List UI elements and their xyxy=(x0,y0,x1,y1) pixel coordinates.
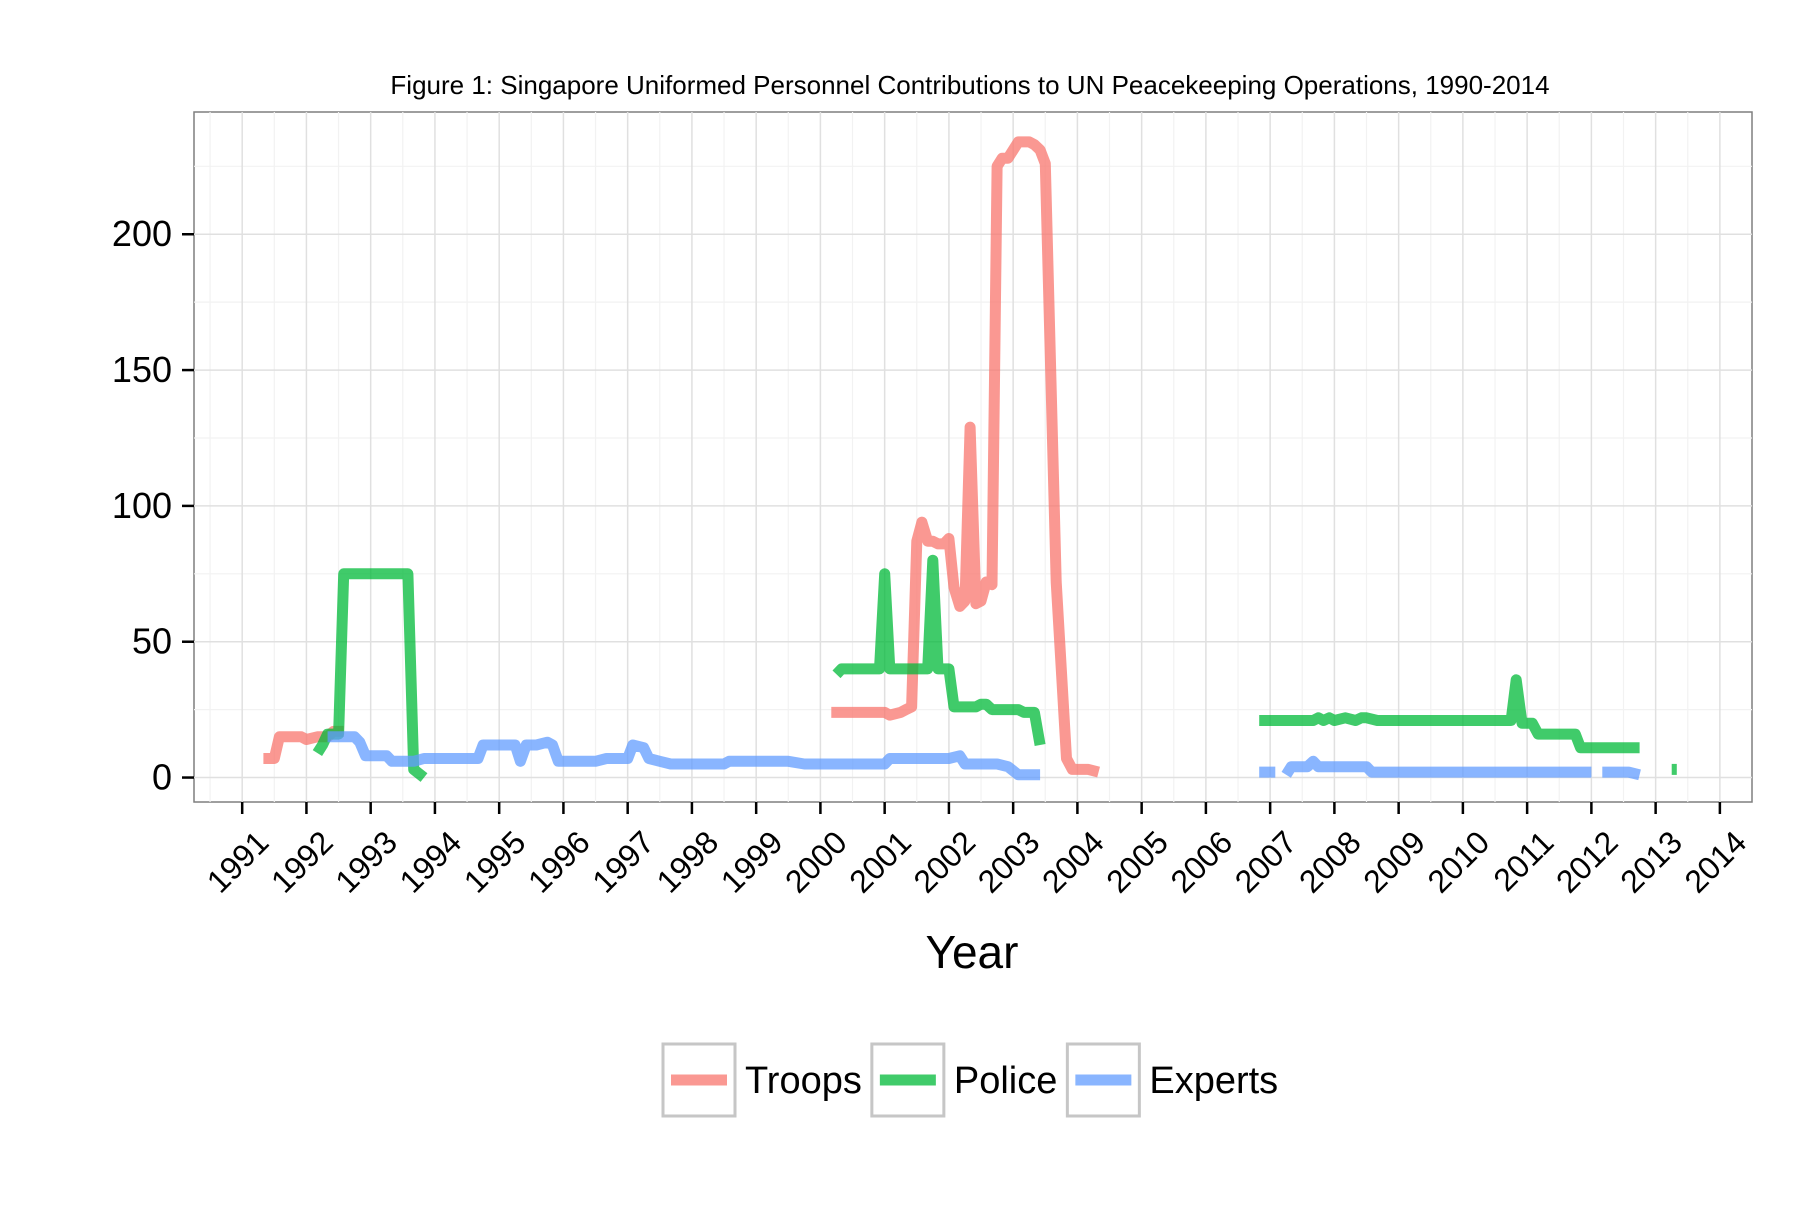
legend-item-experts: Experts xyxy=(1065,1042,1278,1118)
x-tick-label: 1999 xyxy=(714,824,790,900)
chart-title: Figure 1: Singapore Uniformed Personnel … xyxy=(390,70,1549,100)
x-tick-label: 2013 xyxy=(1613,824,1689,900)
series-line-police xyxy=(832,554,1046,746)
x-tick-label: 1997 xyxy=(585,824,661,900)
series-experts xyxy=(327,731,1641,781)
y-tick-label: 200 xyxy=(112,213,172,254)
x-tick-label: 2002 xyxy=(906,824,982,900)
x-tick-label: 2001 xyxy=(842,824,918,900)
x-tick-label: 1998 xyxy=(649,824,725,900)
legend-label: Experts xyxy=(1149,1060,1278,1102)
x-tick-label: 1994 xyxy=(392,824,468,900)
x-tick-label: 2010 xyxy=(1420,824,1496,900)
legend-label: Troops xyxy=(745,1060,862,1102)
legend: Troops Police Experts xyxy=(661,1042,1278,1118)
series-police xyxy=(312,554,1677,782)
x-tick-label: 2000 xyxy=(778,824,854,900)
x-tick-label: 1995 xyxy=(457,824,533,900)
series-line-experts xyxy=(1602,766,1641,781)
series-line-experts xyxy=(327,731,1041,781)
series-line-troops xyxy=(831,136,1100,778)
x-axis-title: Year xyxy=(926,926,1019,978)
legend-item-troops: Troops xyxy=(661,1042,862,1118)
y-tick-label: 150 xyxy=(112,349,172,390)
x-tick-label: 1992 xyxy=(264,824,340,900)
x-tick-label: 2004 xyxy=(1035,824,1111,900)
x-tick-label: 2012 xyxy=(1549,824,1625,900)
x-tick-label: 2006 xyxy=(1163,824,1239,900)
series-line-police xyxy=(312,568,428,782)
x-tick-label: 1996 xyxy=(521,824,597,900)
series-line-police xyxy=(1259,674,1640,754)
x-tick-label: 1993 xyxy=(328,824,404,900)
y-tick-label: 100 xyxy=(112,485,172,526)
y-tick-label: 50 xyxy=(132,621,172,662)
legend-label: Police xyxy=(954,1060,1058,1102)
y-tick-label: 0 xyxy=(152,757,172,798)
x-tick-label: 2008 xyxy=(1292,824,1368,900)
x-tick-label: 2009 xyxy=(1356,824,1432,900)
series-lines xyxy=(263,136,1677,782)
legend-item-police: Police xyxy=(870,1042,1058,1118)
x-tick-label: 2014 xyxy=(1677,824,1753,900)
x-tick-label: 2003 xyxy=(971,824,1047,900)
x-tick-label: 2007 xyxy=(1228,824,1304,900)
x-tick-label: 2011 xyxy=(1486,824,1560,898)
x-tick-label: 2005 xyxy=(1099,824,1175,900)
x-tick-label: 1991 xyxy=(200,824,276,900)
series-line-experts xyxy=(1281,755,1592,778)
